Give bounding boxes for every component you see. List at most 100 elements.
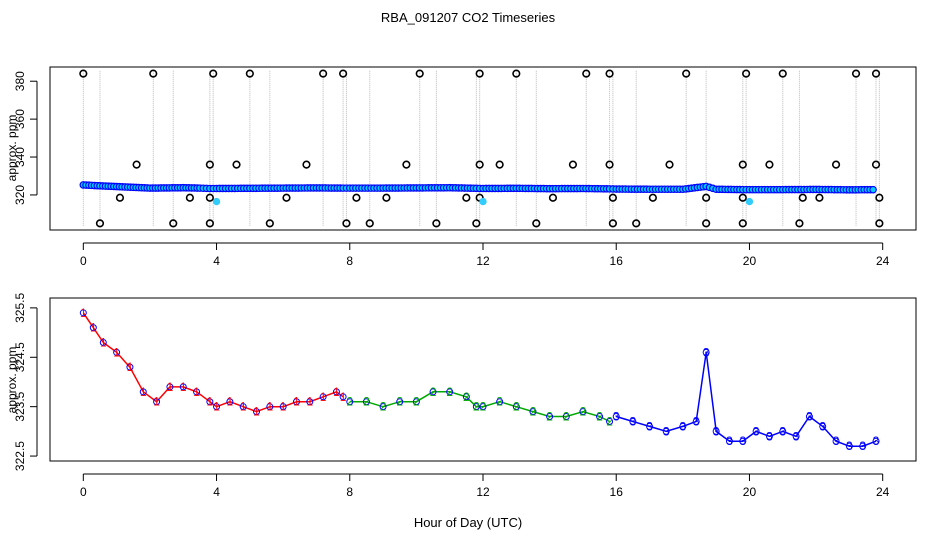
outlier-point <box>475 160 484 169</box>
series-glyph: 2 <box>413 395 420 409</box>
cyan-point <box>479 197 487 206</box>
series-point <box>712 427 720 435</box>
outlier-point <box>798 193 807 202</box>
x-tick-label: 16 <box>610 254 624 268</box>
series-glyph: 2 <box>513 400 520 414</box>
outlier-point <box>365 219 374 228</box>
top-y-axis: 320 340 360 380 <box>13 71 38 205</box>
series-point <box>562 413 570 421</box>
series-glyph: 1 <box>90 321 97 335</box>
series-point <box>213 403 221 411</box>
series-point <box>226 398 234 406</box>
x-tick-label: 4 <box>213 254 220 268</box>
outlier-point <box>568 160 578 169</box>
outlier-point <box>232 160 241 169</box>
outlier-point <box>265 219 274 228</box>
series-point <box>692 417 700 425</box>
series-point <box>739 437 747 445</box>
outlier-point <box>115 193 125 202</box>
x-tick-label: 24 <box>876 485 890 499</box>
series-point <box>606 417 614 425</box>
outlier-point <box>765 160 774 169</box>
series-point <box>362 398 370 406</box>
series-glyph: 1 <box>266 400 273 414</box>
series-glyph: 2 <box>606 414 613 428</box>
series-point <box>153 398 161 406</box>
x-axis-title: Hour of Day (UTC) <box>414 515 522 530</box>
outlier-point <box>512 69 521 78</box>
series-glyph: 1 <box>193 385 200 399</box>
series-point <box>845 442 853 450</box>
series-point <box>193 388 201 396</box>
series-glyph: 3 <box>766 429 773 443</box>
series-line <box>82 312 344 413</box>
outlier-point <box>475 69 484 78</box>
x-tick-label: 0 <box>80 485 87 499</box>
series-glyph: 2 <box>596 410 603 424</box>
outlier-point <box>605 69 614 78</box>
outlier-point <box>185 193 194 202</box>
outlier-point <box>875 193 884 202</box>
series-glyph: 3 <box>739 434 746 448</box>
outlier-point <box>282 193 291 202</box>
series-glyph: 1 <box>333 385 340 399</box>
series-point <box>292 398 300 406</box>
outlier-point <box>95 219 105 228</box>
series-glyph: 3 <box>663 424 670 438</box>
outlier-point <box>778 69 787 78</box>
top-data-points <box>79 69 884 228</box>
series-point <box>139 388 147 396</box>
series-glyph: 1 <box>320 390 327 404</box>
series-point <box>99 338 107 346</box>
y-tick-label: 320 <box>13 185 27 205</box>
series-point <box>629 417 637 425</box>
outlier-point <box>608 193 618 202</box>
outlier-point <box>665 160 674 169</box>
outlier-point <box>342 219 351 228</box>
series-point <box>472 403 480 411</box>
bottom-plot-frame <box>49 297 917 462</box>
series-glyph: 1 <box>100 335 107 349</box>
series-glyph: 1 <box>207 395 214 409</box>
series-point <box>279 403 287 411</box>
series-glyph: 2 <box>480 400 487 414</box>
series-glyph: 1 <box>280 400 287 414</box>
series-glyph: 2 <box>563 410 570 424</box>
outlier-point <box>831 160 841 169</box>
series-point <box>339 393 347 401</box>
x-tick-label: 4 <box>213 485 220 499</box>
top-y-axis-label: approx. ppm <box>5 115 19 182</box>
series-point <box>512 403 520 411</box>
top-x-axis: 0 4 8 12 16 20 24 <box>80 242 890 268</box>
series-point <box>805 413 813 421</box>
series-point <box>332 388 340 396</box>
outlier-point <box>472 219 481 228</box>
series-glyph: 2 <box>530 405 537 419</box>
x-tick-label: 12 <box>476 254 490 268</box>
series-point <box>179 383 187 391</box>
outlier-point <box>738 193 747 202</box>
bottom-y-axis-label: approx. ppm <box>5 347 19 414</box>
series-point <box>396 398 404 406</box>
series-point <box>412 398 420 406</box>
series-glyph: 2 <box>396 395 403 409</box>
series-glyph: 3 <box>833 434 840 448</box>
series-glyph: 3 <box>680 419 687 433</box>
series-point <box>779 427 787 435</box>
series-point <box>765 432 773 440</box>
outlier-point <box>169 219 178 228</box>
series-glyph: 3 <box>613 410 620 424</box>
series-glyph: 1 <box>113 345 120 359</box>
bottom-y-axis: 322.5 323.5 324.5 325.5 <box>13 293 38 471</box>
outlier-point <box>339 69 348 78</box>
y-tick-label: 322.5 <box>13 441 27 471</box>
top-plot-frame <box>49 66 917 231</box>
y-tick-label: 323.5 <box>13 391 27 421</box>
x-tick-label: 16 <box>610 485 624 499</box>
series-glyph: 2 <box>363 395 370 409</box>
series-glyph: 2 <box>446 385 453 399</box>
series-point <box>89 324 97 332</box>
cyan-point <box>212 197 221 206</box>
